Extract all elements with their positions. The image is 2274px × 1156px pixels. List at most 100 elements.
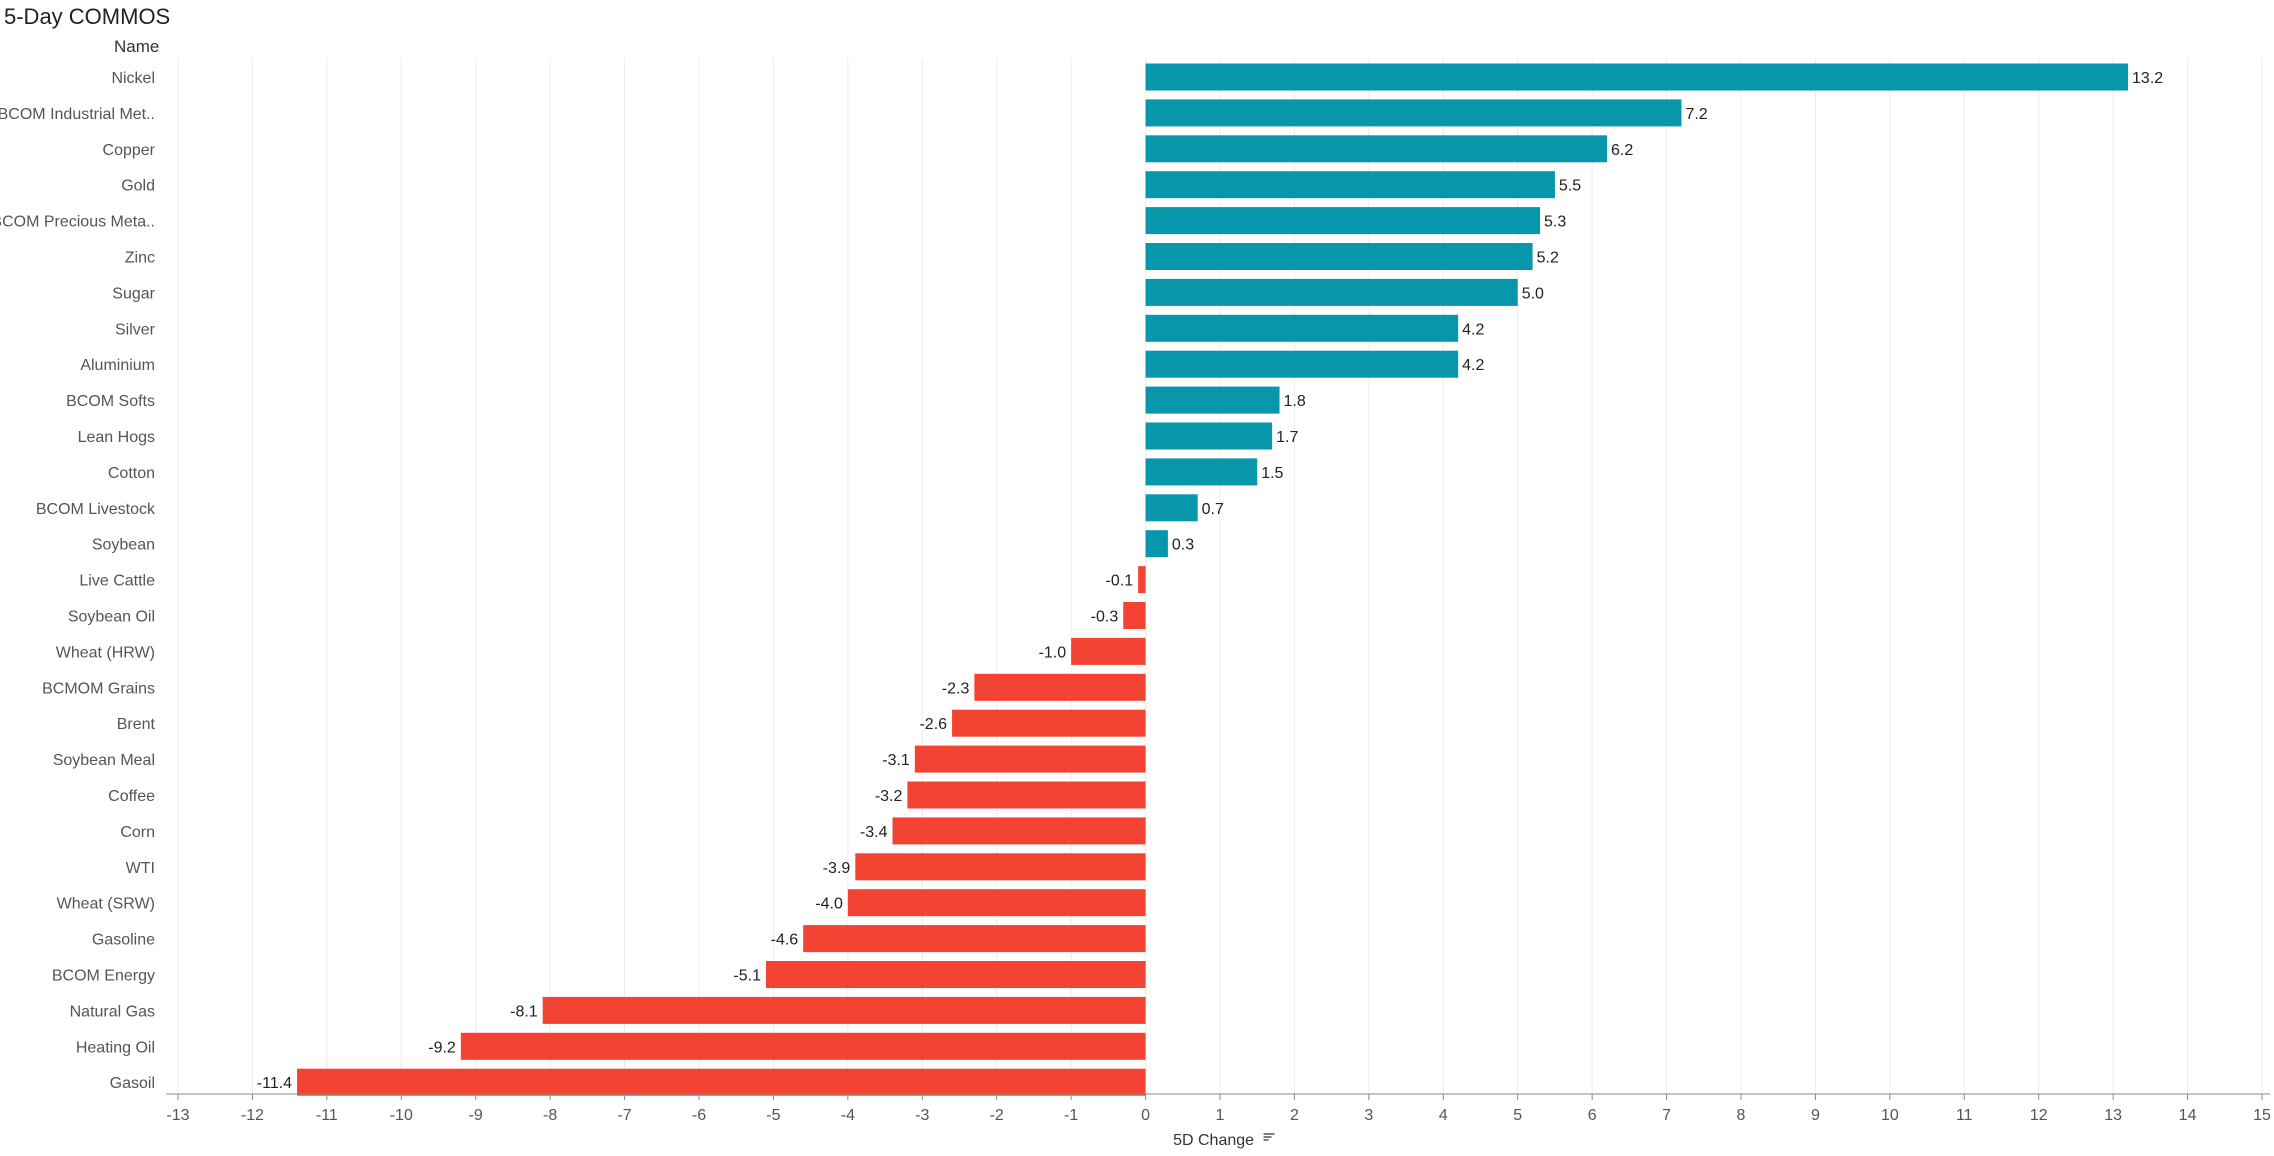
category-label: BCMOM Grains xyxy=(42,680,155,697)
category-label: BCOM Precious Meta.. xyxy=(0,214,155,231)
bar[interactable] xyxy=(1145,458,1258,486)
category-label: Zinc xyxy=(125,250,155,267)
bars xyxy=(297,63,2129,1096)
x-tick-label: -2 xyxy=(990,1107,1004,1124)
category-label: Heating Oil xyxy=(76,1039,155,1056)
bar[interactable] xyxy=(1145,63,2129,91)
x-tick-label: -11 xyxy=(316,1107,338,1124)
bar[interactable] xyxy=(1145,530,1168,558)
x-axis-title: 5D Change xyxy=(1173,1132,1254,1149)
x-axis: -13 -12 -11 -10 -9 -8 -7 -6 -5 -4 -3 -2 -1 0 1 2 3 4 5 6 7 8 9… xyxy=(166,1093,2271,1124)
bar[interactable] xyxy=(1145,314,1459,342)
bar[interactable] xyxy=(460,1032,1146,1060)
x-tick-label: 12 xyxy=(2030,1107,2048,1124)
data-label: -11.4 xyxy=(257,1075,292,1092)
data-label: -3.2 xyxy=(875,788,903,805)
bar[interactable] xyxy=(1138,566,1146,594)
x-tick-label: 8 xyxy=(1737,1107,1746,1124)
data-label: -9.2 xyxy=(428,1039,456,1056)
x-tick-label: 7 xyxy=(1662,1107,1671,1124)
bar[interactable] xyxy=(1123,602,1146,629)
data-label: -2.6 xyxy=(919,716,947,733)
data-label: 4.2 xyxy=(1462,357,1484,374)
bar[interactable] xyxy=(914,745,1146,773)
data-label: 5.2 xyxy=(1537,250,1559,267)
bar[interactable] xyxy=(1145,135,1608,163)
category-label: Cotton xyxy=(108,465,155,482)
data-label: -4.6 xyxy=(771,932,799,949)
data-label: -1.0 xyxy=(1039,644,1067,661)
x-tick-label: 15 xyxy=(2253,1107,2271,1124)
sort-descending-icon[interactable] xyxy=(1263,1133,1275,1141)
chart-title: 5-Day COMMOS xyxy=(4,4,171,29)
x-tick-label: 13 xyxy=(2104,1107,2122,1124)
bar[interactable] xyxy=(1145,278,1518,306)
x-tick-label: -12 xyxy=(241,1107,264,1124)
category-label: Coffee xyxy=(108,788,155,805)
bar[interactable] xyxy=(1145,422,1273,450)
bar[interactable] xyxy=(1145,350,1459,378)
category-label: BCOM Energy xyxy=(52,968,155,985)
bar[interactable] xyxy=(907,781,1146,809)
x-tick-label: -7 xyxy=(617,1107,631,1124)
x-tick-label: -3 xyxy=(915,1107,929,1124)
data-label: -8.1 xyxy=(510,1003,538,1020)
x-tick-label: -10 xyxy=(390,1107,413,1124)
data-label: 1.7 xyxy=(1276,429,1298,446)
category-label: Live Cattle xyxy=(79,573,155,590)
x-tick-label: 2 xyxy=(1290,1107,1299,1124)
data-label: -3.9 xyxy=(823,860,851,877)
x-tick-label: 10 xyxy=(1881,1107,1899,1124)
data-label: 1.5 xyxy=(1261,465,1283,482)
data-label: -5.1 xyxy=(733,968,761,985)
bar[interactable] xyxy=(542,996,1146,1024)
x-tick-label: 9 xyxy=(1811,1107,1820,1124)
bar[interactable] xyxy=(765,961,1146,988)
data-label: 1.8 xyxy=(1284,393,1306,410)
x-tick-label: -9 xyxy=(469,1107,483,1124)
category-label: Corn xyxy=(120,824,155,841)
x-tick-label: 0 xyxy=(1141,1107,1150,1124)
category-label: Gold xyxy=(121,178,155,195)
bar[interactable] xyxy=(847,889,1146,917)
category-label: Gasoline xyxy=(92,932,155,949)
x-tick-label: 14 xyxy=(2179,1107,2197,1124)
row-header-name: Name xyxy=(114,37,160,56)
data-label: 0.3 xyxy=(1172,537,1194,554)
x-tick-label: -8 xyxy=(543,1107,557,1124)
bar[interactable] xyxy=(1145,207,1541,235)
x-tick-label: 6 xyxy=(1588,1107,1597,1124)
data-label: 4.2 xyxy=(1462,321,1484,338)
category-label: Brent xyxy=(117,716,156,733)
x-tick-label: -1 xyxy=(1064,1107,1078,1124)
x-tick-label: -13 xyxy=(166,1107,189,1124)
category-label: Wheat (HRW) xyxy=(56,644,155,661)
x-tick-label: 5 xyxy=(1513,1107,1522,1124)
bar[interactable] xyxy=(297,1068,1146,1096)
bar[interactable] xyxy=(1145,386,1280,414)
bar[interactable] xyxy=(1145,243,1533,270)
category-label: Soybean Meal xyxy=(53,752,155,769)
bar[interactable] xyxy=(1071,637,1146,665)
data-label: 13.2 xyxy=(2132,70,2163,87)
x-tick-label: -6 xyxy=(692,1107,706,1124)
bar[interactable] xyxy=(1145,494,1198,522)
data-label: 5.0 xyxy=(1522,285,1544,302)
category-label: Silver xyxy=(115,321,156,338)
category-label: BCOM Industrial Met.. xyxy=(0,106,155,123)
data-label: 0.7 xyxy=(1202,501,1224,518)
category-labels: Nickel BCOM Industrial Met.. Copper Gold BCO… xyxy=(0,70,156,1092)
bar[interactable] xyxy=(803,925,1146,953)
bar[interactable] xyxy=(892,817,1146,845)
bar[interactable] xyxy=(1145,171,1555,199)
category-label: Sugar xyxy=(112,285,155,302)
bar[interactable] xyxy=(974,673,1146,701)
data-label: -4.0 xyxy=(815,896,843,913)
bar[interactable] xyxy=(952,709,1146,737)
bar[interactable] xyxy=(855,853,1146,881)
category-label: Nickel xyxy=(111,70,155,87)
x-tick-label: 11 xyxy=(1956,1107,1973,1124)
bar[interactable] xyxy=(1145,99,1682,127)
category-label: Soybean Oil xyxy=(68,609,155,626)
